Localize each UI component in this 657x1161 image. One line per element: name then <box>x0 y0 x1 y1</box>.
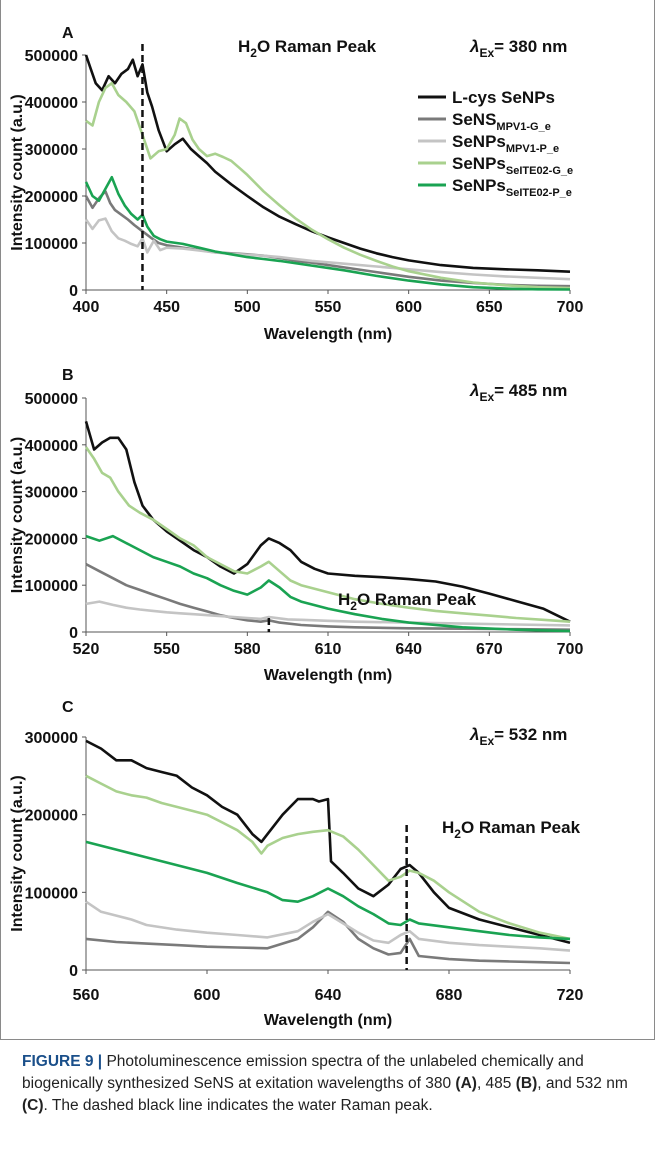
figure-caption: FIGURE 9 | Photoluminescence emission sp… <box>22 1051 647 1117</box>
y-tick-label: 300000 <box>25 142 78 159</box>
series-line-senps-mpv1-p-e <box>85 600 571 627</box>
x-tick-label: 400 <box>73 299 100 316</box>
chart-panel-a: A 0 100000 200000 300000 400000 500000 400 450 50… <box>9 25 583 343</box>
x-tick-label: 600 <box>194 987 221 1004</box>
legend-entry: SeNPsSeITE02-G_e <box>452 154 573 177</box>
x-tick-label: 720 <box>557 987 584 1004</box>
y-tick-label: 400000 <box>25 95 78 112</box>
series-line-senps-mpv1-p-e <box>85 900 571 952</box>
caption-ref-b: (B) <box>515 1075 538 1092</box>
y-tick-label: 200000 <box>25 531 78 548</box>
x-tick-label: 520 <box>73 641 100 658</box>
x-tick-label: 550 <box>153 641 180 658</box>
excitation-label: λEx= 380 nm <box>469 37 567 60</box>
x-tick-label: 580 <box>234 641 261 658</box>
series-line-senps-mpv1-p-e <box>84 217 571 281</box>
figure-frame <box>0 0 655 1040</box>
x-tick-label: 450 <box>153 299 180 316</box>
series-line-sens-mpv1-g-e <box>85 910 571 965</box>
y-tick-label: 300000 <box>25 730 78 747</box>
y-axis-label: Intensity count (a.u.) <box>9 94 26 250</box>
caption-text-3: , and 532 nm <box>537 1075 628 1092</box>
caption-label: FIGURE 9 | <box>22 1053 103 1070</box>
series-line-senps-seite02-g-e <box>84 446 571 623</box>
series-line-senps-seite02-p-e <box>85 840 571 941</box>
excitation-label: λEx= 485 nm <box>469 381 567 404</box>
panel-letter: C <box>62 699 74 716</box>
y-tick-label: 400000 <box>25 438 78 455</box>
series-line-senps-seite02-p-e <box>85 534 571 633</box>
caption-text-2: , 485 <box>476 1075 516 1092</box>
y-tick-label: 100000 <box>25 578 78 595</box>
series-line-l-cys-senps <box>84 421 571 623</box>
caption-text-4: . The dashed black line indicates the wa… <box>43 1097 433 1114</box>
x-tick-label: 550 <box>315 299 342 316</box>
panel-letter: B <box>62 367 74 384</box>
y-tick-label: 100000 <box>25 885 78 902</box>
y-axis-label: Intensity count (a.u.) <box>9 775 26 931</box>
series-line-senps-seite02-g-e <box>85 774 571 941</box>
caption-ref-c: (C) <box>22 1097 44 1114</box>
series-line-l-cys-senps <box>85 739 571 945</box>
y-tick-label: 100000 <box>25 236 78 253</box>
x-axis-label: Wavelength (nm) <box>264 1012 392 1029</box>
x-tick-label: 650 <box>476 299 503 316</box>
caption-ref-a: (A) <box>455 1075 477 1092</box>
y-tick-label: 0 <box>69 963 78 980</box>
x-axis-label: Wavelength (nm) <box>264 667 392 684</box>
y-tick-label: 200000 <box>25 808 78 825</box>
y-tick-label: 0 <box>69 283 78 300</box>
chart-panel-c: C 0 100000 200000 300000 560 600 640 680 720 Wavel… <box>9 699 583 1029</box>
legend-entry: L-cys SeNPs <box>452 88 555 107</box>
y-tick-label: 0 <box>69 625 78 642</box>
x-tick-label: 670 <box>476 641 503 658</box>
raman-peak-label: H2O Raman Peak <box>442 818 581 841</box>
y-tick-label: 200000 <box>25 189 78 206</box>
x-axis-label: Wavelength (nm) <box>264 326 392 343</box>
series-line-senps-seite02-g-e <box>85 81 571 290</box>
x-tick-label: 640 <box>315 987 342 1004</box>
y-tick-label: 500000 <box>25 391 78 408</box>
x-tick-label: 680 <box>436 987 463 1004</box>
charts-canvas: A 0 100000 200000 300000 400000 500000 400 450 50… <box>9 25 583 1029</box>
x-tick-label: 560 <box>73 987 100 1004</box>
series-line-senps-seite02-p-e <box>84 175 571 291</box>
x-tick-label: 640 <box>395 641 422 658</box>
legend-entry: SeNPsMPV1-P_e <box>452 132 559 155</box>
raman-peak-label: H2O Raman Peak <box>338 590 477 613</box>
legend-entry: SeNSMPV1-G_e <box>452 110 551 133</box>
raman-peak-label: H2O Raman Peak <box>238 37 377 60</box>
x-tick-label: 700 <box>557 641 584 658</box>
excitation-label: λEx= 532 nm <box>469 725 567 748</box>
panel-letter: A <box>62 25 74 42</box>
x-tick-label: 610 <box>315 641 342 658</box>
y-tick-label: 300000 <box>25 485 78 502</box>
legend-entry: SeNPsSeITE02-P_e <box>452 176 572 199</box>
x-tick-label: 600 <box>395 299 422 316</box>
x-tick-label: 700 <box>557 299 584 316</box>
y-axis-label: Intensity count (a.u.) <box>9 437 26 593</box>
y-tick-label: 500000 <box>25 48 78 65</box>
legend: L-cys SeNPsSeNSMPV1-G_eSeNPsMPV1-P_eSeNP… <box>418 88 573 199</box>
chart-panel-b: B 0 100000 200000 300000 400000 500000 520 550 58… <box>9 367 583 684</box>
x-tick-label: 500 <box>234 299 261 316</box>
caption-text-1: Photoluminescence emission spectra of th… <box>22 1053 584 1092</box>
series-line-l-cys-senps <box>84 54 571 273</box>
